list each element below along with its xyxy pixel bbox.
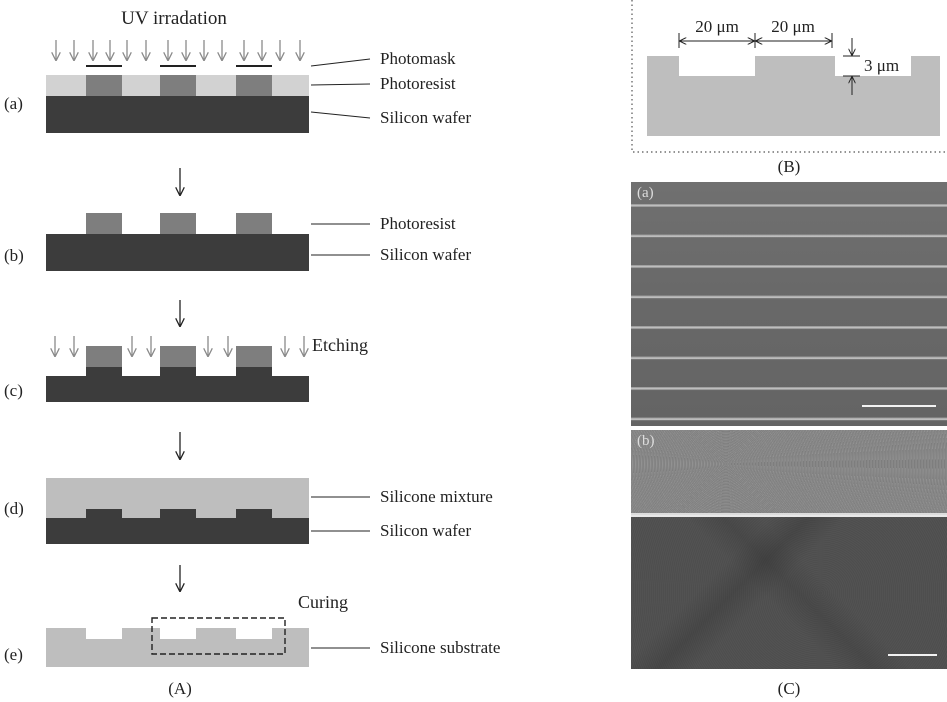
uv-irradiation-title: UV irradation [121,8,227,29]
step-letter: (c) [4,381,23,400]
sem-image-edge: (b) [631,430,947,669]
step-e: Curing (e) Silicone substrate [4,592,500,667]
step-letter: (b) [4,246,24,265]
label-silicon-wafer: Silicon wafer [380,108,471,127]
uv-arrows [56,40,300,60]
label-photoresist: Photoresist [380,74,456,93]
etching-arrows [55,336,304,356]
step-b: (b) Photoresist Silicon wafer [4,213,471,271]
scale-bar [888,654,937,656]
etched-wafer [46,367,309,402]
panel-b-caption: (B) [778,157,801,176]
depth-label: 3 μm [864,56,899,75]
zoom-frame [631,0,947,153]
step-letter: (a) [4,94,23,113]
sem-top-surface [631,430,947,515]
width-label-1: 20 μm [695,17,739,36]
silicon-wafer [46,509,309,544]
sem-image-grooves: (a) [631,182,947,426]
etching-label: Etching [312,335,368,355]
sem-b-label: (b) [637,433,655,449]
panel-c-caption: (C) [778,679,801,698]
zoom-region-box [151,617,286,655]
label-photomask: Photomask [380,49,456,68]
step-c: Etching (c) [4,335,368,402]
sem-lower-surface [631,517,947,669]
label-photoresist: Photoresist [380,214,456,233]
step-letter: (e) [4,645,23,664]
silicone-profile [647,56,940,136]
silicon-wafer [46,96,309,133]
label-silicon-wafer: Silicon wafer [380,521,471,540]
panel-a-caption: (A) [168,679,192,698]
panel-b-dimensions: 20 μm 20 μm 3 μm (B) [631,0,947,176]
width-label-2: 20 μm [771,17,815,36]
label-silicon-wafer: Silicon wafer [380,245,471,264]
step-a: (a) Photomask Photoresist Silicon wafer [4,49,471,133]
curing-label: Curing [298,592,348,612]
scale-bar [862,405,936,407]
sem-a-label: (a) [637,185,654,201]
silicone-substrate [46,628,309,667]
sem-edge-line [631,513,947,517]
step-d: (d) Silicone mixture Silicon wafer [4,478,493,544]
panel-a-process: UV irradation [4,8,500,698]
step-letter: (d) [4,499,24,518]
silicon-wafer [46,234,309,271]
label-silicone-substrate: Silicone substrate [380,638,500,657]
label-silicone-mixture: Silicone mixture [380,487,493,506]
